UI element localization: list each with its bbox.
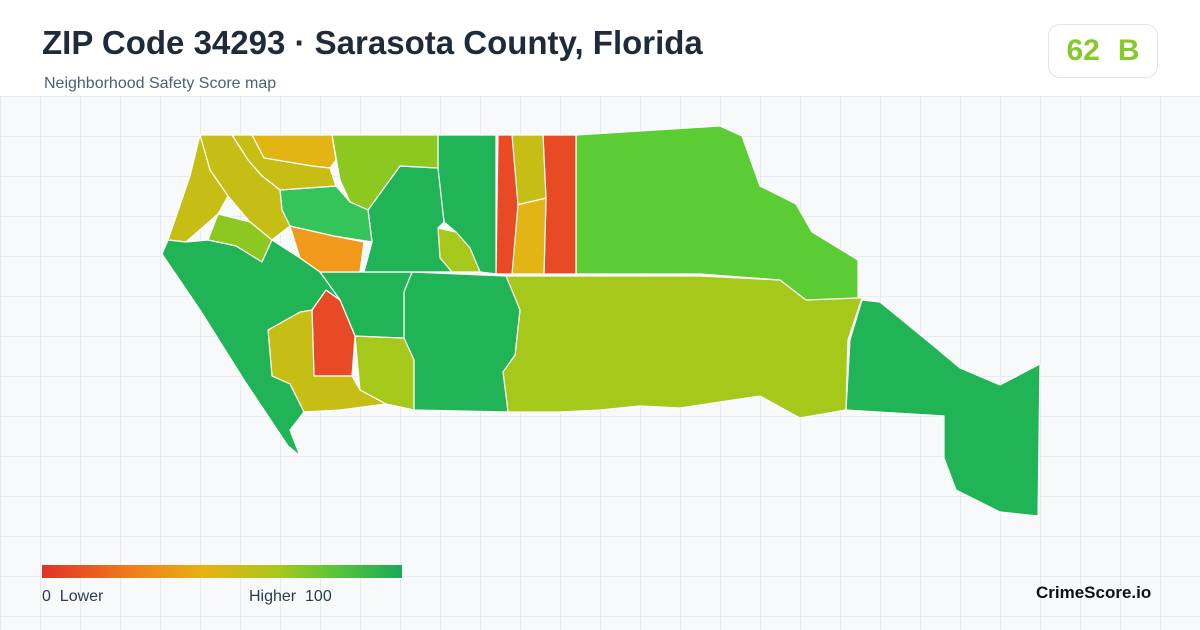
region-northeast[interactable] <box>575 125 859 301</box>
score-grade: B <box>1117 34 1140 67</box>
region-coastal[interactable] <box>161 239 341 457</box>
legend-high-value: 100 <box>305 588 332 605</box>
page-subtitle: Neighborhood Safety Score map <box>44 75 277 92</box>
legend-high-label: Higher <box>249 588 297 605</box>
page-title: ZIP Code 34293 · Sarasota County, Florid… <box>42 24 703 61</box>
region-lime-top[interactable] <box>331 134 439 211</box>
legend-low: 0 Lower <box>42 588 103 606</box>
legend-low-label: Lower <box>59 588 104 605</box>
score-badge: 62 B <box>1048 24 1158 78</box>
region-amber-west[interactable] <box>167 134 229 243</box>
region-far-east[interactable] <box>845 299 1041 517</box>
brand-logo-text[interactable]: CrimeScore.io <box>1036 583 1152 602</box>
region-central-south[interactable] <box>403 271 521 413</box>
legend: 0 Lower Higher 100 <box>42 565 402 605</box>
legend-low-value: 0 <box>42 588 51 605</box>
legend-high: Higher 100 <box>249 588 332 606</box>
legend-color-scale <box>42 565 402 578</box>
region-strip-red-east[interactable] <box>542 134 577 275</box>
score-value: 62 <box>1066 34 1100 67</box>
header-band <box>0 0 1200 96</box>
